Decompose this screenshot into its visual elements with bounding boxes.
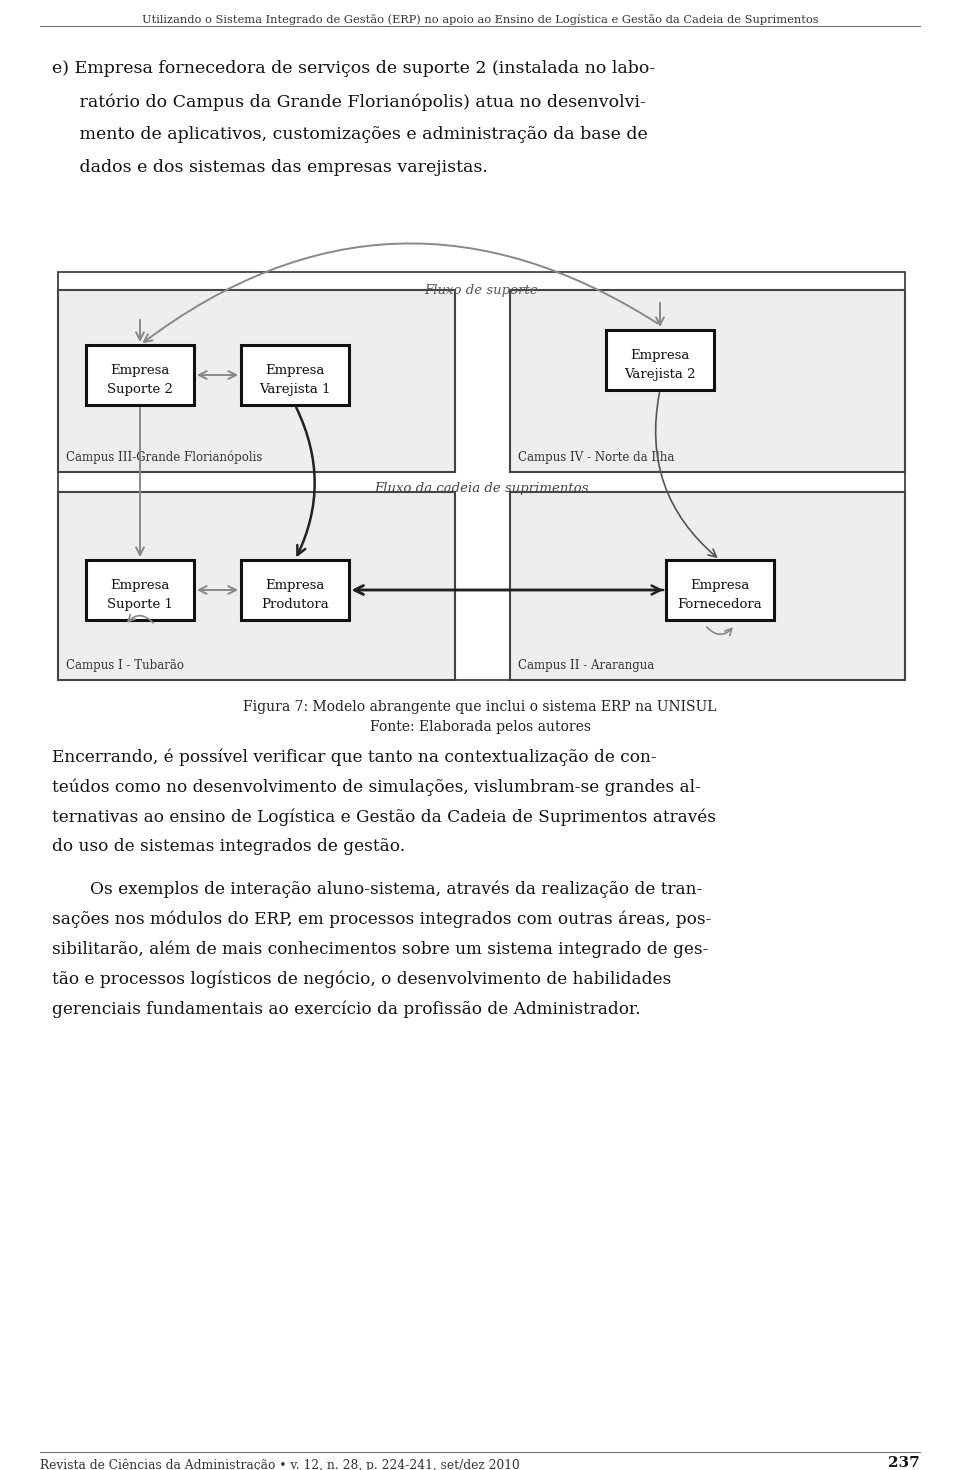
Bar: [241, 560, 349, 620]
Text: Fluxo de suporte: Fluxo de suporte: [424, 284, 539, 297]
Text: Produtora: Produtora: [261, 598, 329, 612]
Text: Campus IV - Norte da Ilha: Campus IV - Norte da Ilha: [518, 451, 674, 465]
Text: Fonte: Elaborada pelos autores: Fonte: Elaborada pelos autores: [370, 720, 590, 734]
Text: sações nos módulos do ERP, em processos integrados com outras áreas, pos-: sações nos módulos do ERP, em processos …: [52, 910, 711, 928]
Bar: [86, 560, 194, 620]
Text: Fluxo da cadeia de suprimentos: Fluxo da cadeia de suprimentos: [374, 482, 588, 495]
Text: e) Empresa fornecedora de serviços de suporte 2 (instalada no labo-: e) Empresa fornecedora de serviços de su…: [52, 60, 656, 76]
Text: Utilizando o Sistema Integrado de Gestão (ERP) no apoio ao Ensino de Logística e: Utilizando o Sistema Integrado de Gestão…: [142, 15, 818, 25]
Text: dados e dos sistemas das empresas varejistas.: dados e dos sistemas das empresas vareji…: [52, 159, 488, 176]
Text: Empresa: Empresa: [265, 579, 324, 592]
Text: ternativas ao ensino de Logística e Gestão da Cadeia de Suprimentos através: ternativas ao ensino de Logística e Gest…: [52, 809, 716, 826]
Text: tão e processos logísticos de negócio, o desenvolvimento de habilidades: tão e processos logísticos de negócio, o…: [52, 970, 671, 988]
Text: Encerrando, é possível verificar que tanto na contextualização de con-: Encerrando, é possível verificar que tan…: [52, 748, 657, 766]
Text: Empresa: Empresa: [110, 365, 170, 378]
Text: gerenciais fundamentais ao exercício da profissão de Administrador.: gerenciais fundamentais ao exercício da …: [52, 1000, 640, 1017]
Text: 237: 237: [888, 1455, 920, 1470]
Text: Empresa: Empresa: [631, 350, 689, 362]
Text: teúdos como no desenvolvimento de simulações, vislumbram-se grandes al-: teúdos como no desenvolvimento de simula…: [52, 778, 701, 795]
Bar: [606, 329, 714, 390]
Bar: [58, 272, 905, 681]
Bar: [86, 345, 194, 406]
Text: Empresa: Empresa: [265, 365, 324, 378]
Bar: [58, 290, 455, 472]
Bar: [510, 290, 905, 472]
Text: Empresa: Empresa: [110, 579, 170, 592]
Bar: [58, 492, 455, 681]
Bar: [666, 560, 774, 620]
Text: Campus III-Grande Florianópolis: Campus III-Grande Florianópolis: [66, 450, 262, 465]
Text: Fornecedora: Fornecedora: [678, 598, 762, 612]
Text: Varejista 2: Varejista 2: [624, 369, 696, 381]
Text: Empresa: Empresa: [690, 579, 750, 592]
Text: Revista de Ciências da Administração • v. 12, n. 28, p. 224-241, set/dez 2010: Revista de Ciências da Administração • v…: [40, 1458, 519, 1470]
Text: ratório do Campus da Grande Florianópolis) atua no desenvolvi-: ratório do Campus da Grande Florianópoli…: [52, 93, 646, 110]
Bar: [510, 492, 905, 681]
Text: Suporte 1: Suporte 1: [108, 598, 173, 612]
Text: Os exemplos de interação aluno-sistema, através da realização de tran-: Os exemplos de interação aluno-sistema, …: [90, 881, 703, 898]
Text: Varejista 1: Varejista 1: [259, 384, 331, 397]
Text: Campus II - Ararangua: Campus II - Ararangua: [518, 659, 655, 672]
Text: Suporte 2: Suporte 2: [108, 384, 173, 397]
Text: mento de aplicativos, customizações e administração da base de: mento de aplicativos, customizações e ad…: [52, 126, 648, 143]
Text: sibilitarão, além de mais conhecimentos sobre um sistema integrado de ges-: sibilitarão, além de mais conhecimentos …: [52, 939, 708, 957]
Text: Figura 7: Modelo abrangente que inclui o sistema ERP na UNISUL: Figura 7: Modelo abrangente que inclui o…: [243, 700, 717, 714]
Bar: [241, 345, 349, 406]
Text: Campus I - Tubarão: Campus I - Tubarão: [66, 659, 184, 672]
Text: do uso de sistemas integrados de gestão.: do uso de sistemas integrados de gestão.: [52, 838, 405, 856]
